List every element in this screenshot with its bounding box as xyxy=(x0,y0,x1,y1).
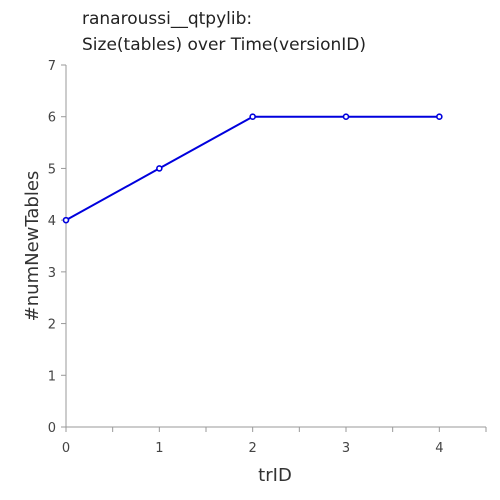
y-tick-label: 2 xyxy=(48,318,56,333)
axes xyxy=(65,65,486,428)
x-ticks: 0 1 2 3 4 xyxy=(62,427,487,456)
y-axis-label: #numNewTables xyxy=(22,171,43,322)
y-tick-label: 7 xyxy=(48,59,56,74)
data-point xyxy=(156,165,163,172)
data-point xyxy=(62,216,70,224)
data-point xyxy=(249,113,256,121)
series-layer xyxy=(62,113,443,224)
chart-title-line-1: ranaroussi__qtpylib: xyxy=(82,9,252,29)
data-point xyxy=(342,113,350,121)
x-axis-label: trID xyxy=(258,465,292,486)
y-ticks: 0 1 2 3 4 5 6 7 xyxy=(48,59,66,436)
x-tick-label: 3 xyxy=(342,441,350,456)
x-tick-label: 4 xyxy=(435,441,443,456)
series-line xyxy=(65,115,440,222)
chart-title-line-2: Size(tables) over Time(versionID) xyxy=(82,35,366,55)
y-tick-label: 6 xyxy=(48,111,56,126)
y-tick-label: 0 xyxy=(48,421,56,436)
y-tick-label: 1 xyxy=(48,369,56,384)
x-tick-label: 2 xyxy=(249,441,257,456)
y-tick-label: 3 xyxy=(48,266,56,281)
data-point xyxy=(436,113,443,121)
y-tick-label: 5 xyxy=(48,162,56,177)
x-tick-label: 1 xyxy=(155,441,163,456)
x-tick-label: 0 xyxy=(62,441,70,456)
y-tick-label: 4 xyxy=(48,214,56,229)
